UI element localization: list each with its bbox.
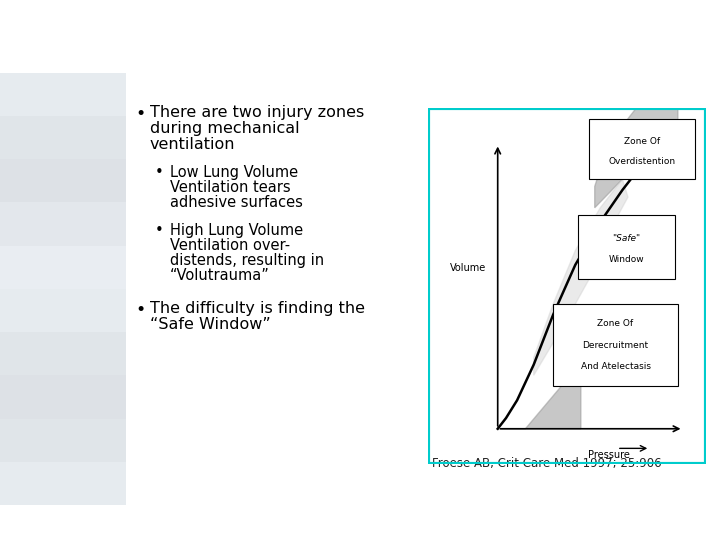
Text: Ventilation over-: Ventilation over- xyxy=(170,238,290,253)
Text: "Safe": "Safe" xyxy=(613,234,641,242)
Text: There are two injury zones: There are two injury zones xyxy=(150,105,364,120)
Text: And Atelectasis: And Atelectasis xyxy=(580,362,650,371)
Text: Ventilation tears: Ventilation tears xyxy=(170,180,291,195)
Text: distends, resulting in: distends, resulting in xyxy=(170,253,324,268)
Bar xyxy=(0,462,126,505)
Text: •: • xyxy=(155,223,163,238)
Text: Zone Of: Zone Of xyxy=(598,319,634,328)
Text: VIASYS Healthcare, Inc.: VIASYS Healthcare, Inc. xyxy=(480,515,702,533)
Polygon shape xyxy=(534,179,628,375)
Text: Low Lung Volume: Low Lung Volume xyxy=(170,165,298,180)
Text: “Volutrauma”: “Volutrauma” xyxy=(170,268,270,283)
Bar xyxy=(553,304,678,386)
Text: “Safe Window”: “Safe Window” xyxy=(150,317,271,332)
Text: Pressure: Pressure xyxy=(588,450,629,460)
Text: Derecruitment: Derecruitment xyxy=(582,341,649,349)
Bar xyxy=(0,116,126,159)
Text: Volume: Volume xyxy=(451,264,487,273)
Text: •: • xyxy=(135,105,145,123)
Text: The difficulty is finding the: The difficulty is finding the xyxy=(150,301,365,316)
Text: Overdistention: Overdistention xyxy=(608,157,675,166)
Text: during mechanical: during mechanical xyxy=(150,121,300,136)
Text: Froese AB, Crit Care Med 1997; 25:906: Froese AB, Crit Care Med 1997; 25:906 xyxy=(432,457,662,470)
Text: Zone Of: Zone Of xyxy=(624,137,660,146)
Bar xyxy=(0,159,126,202)
Bar xyxy=(0,202,126,246)
Text: •: • xyxy=(135,301,145,319)
Text: High Lung Volume: High Lung Volume xyxy=(170,223,303,238)
Bar xyxy=(0,418,126,462)
Bar xyxy=(0,375,126,418)
Polygon shape xyxy=(498,350,581,429)
Text: •: • xyxy=(155,165,163,180)
Bar xyxy=(0,73,126,116)
Bar xyxy=(589,119,695,179)
Bar xyxy=(578,215,675,279)
Text: adhesive surfaces: adhesive surfaces xyxy=(170,195,303,210)
Bar xyxy=(0,332,126,375)
Text: Pulmonary Injury Sequence: Pulmonary Injury Sequence xyxy=(18,26,427,52)
Polygon shape xyxy=(595,108,678,208)
Bar xyxy=(0,289,126,332)
Bar xyxy=(0,246,126,289)
Text: Window: Window xyxy=(609,255,644,264)
Text: ventilation: ventilation xyxy=(150,137,235,152)
